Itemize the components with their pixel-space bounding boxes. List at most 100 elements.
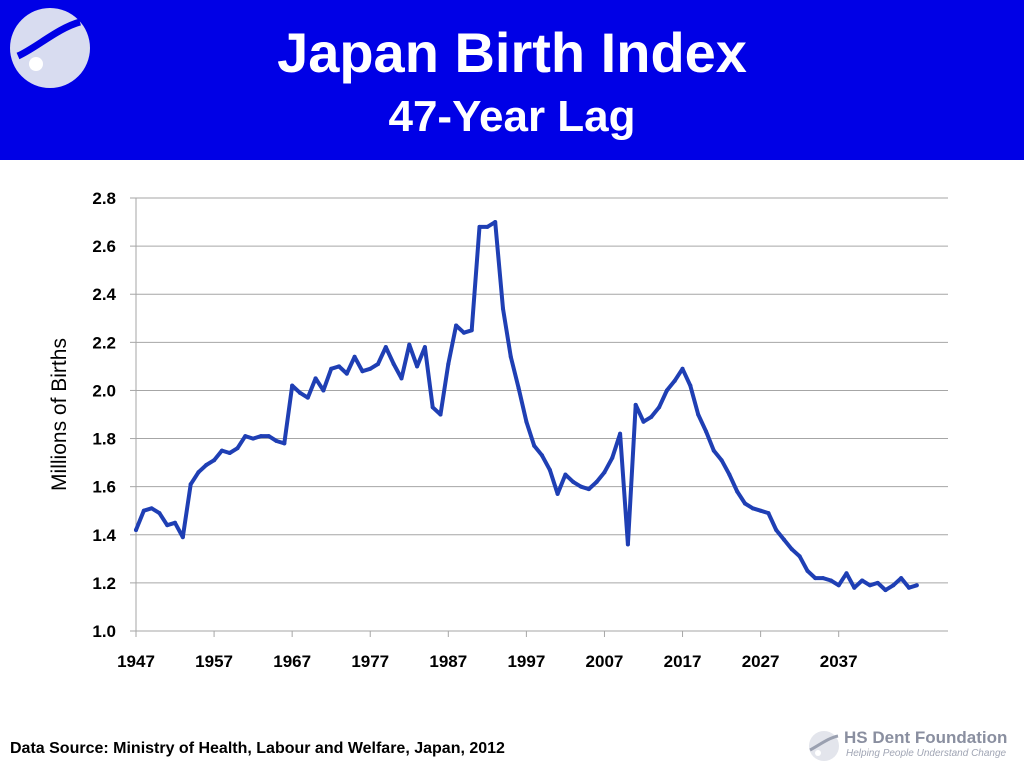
data-point: [204, 463, 209, 468]
data-point: [477, 224, 482, 229]
data-point: [813, 576, 818, 581]
data-point: [727, 472, 732, 477]
data-point: [688, 383, 693, 388]
data-point: [469, 328, 474, 333]
y-tick-label: 1.6: [92, 478, 116, 497]
page-subtitle: 47-Year Lag: [388, 92, 636, 141]
data-point: [454, 323, 459, 328]
y-tick-label: 2.6: [92, 237, 116, 256]
foundation-logo-icon: [10, 8, 90, 88]
data-point: [696, 412, 701, 417]
data-point: [743, 501, 747, 506]
data-point: [782, 537, 787, 542]
data-point: [766, 511, 771, 516]
x-tick-label: 2027: [742, 652, 780, 671]
y-tick-label: 2.4: [92, 285, 116, 304]
data-point: [165, 523, 170, 528]
x-tick-label: 1987: [429, 652, 467, 671]
data-point: [758, 508, 763, 513]
data-point: [649, 414, 654, 419]
data-point: [352, 354, 357, 359]
data-point: [251, 436, 256, 441]
data-point: [266, 434, 271, 439]
header-banner: Japan Birth Index 47-Year Lag: [0, 0, 1024, 160]
data-point: [500, 306, 505, 311]
x-tick-label: 2037: [820, 652, 858, 671]
data-point: [797, 554, 802, 559]
data-point: [703, 429, 708, 434]
data-point: [563, 472, 568, 477]
y-tick-label: 1.2: [92, 574, 116, 593]
y-tick-label: 2.2: [92, 333, 116, 352]
x-tick-label: 1957: [195, 652, 233, 671]
data-point: [914, 583, 919, 588]
data-point: [446, 361, 451, 366]
data-point: [344, 371, 349, 376]
data-point: [664, 388, 669, 393]
data-point: [641, 419, 646, 424]
data-point: [657, 405, 662, 410]
data-point: [157, 511, 162, 516]
data-point: [297, 390, 302, 395]
hs-dent-logo-name: HS Dent Foundation: [844, 728, 1008, 747]
data-point: [399, 376, 404, 381]
data-point: [258, 434, 263, 439]
page-title: Japan Birth Index: [277, 21, 747, 84]
data-point: [867, 583, 872, 588]
data-point: [391, 361, 396, 366]
data-point: [883, 588, 888, 593]
data-point: [227, 450, 232, 455]
data-point: [461, 330, 466, 335]
data-point: [321, 388, 326, 393]
y-tick-labels: 1.0 1.2 1.4 1.6 1.8 2.0 2.2 2.4 2.6 2.8: [92, 189, 136, 641]
data-point: [516, 386, 521, 391]
data-point: [196, 470, 201, 475]
data-point: [571, 479, 576, 484]
data-point: [360, 369, 365, 374]
data-point: [493, 220, 498, 225]
data-point: [899, 576, 904, 581]
data-point: [376, 361, 381, 366]
x-tick-label: 1967: [273, 652, 311, 671]
hs-dent-logo: HS Dent Foundation Helping People Unders…: [806, 726, 1018, 766]
data-point: [383, 345, 388, 350]
data-point: [485, 224, 490, 229]
data-point: [844, 571, 849, 576]
data-point: [891, 583, 896, 588]
data-point: [508, 354, 513, 359]
hs-dent-logo-icon: [809, 731, 839, 761]
data-point: [555, 491, 560, 496]
data-point: [906, 585, 911, 590]
data-point: [625, 542, 630, 547]
data-point: [836, 583, 841, 588]
data-source-note: Data Source: Ministry of Health, Labour …: [10, 740, 505, 757]
data-point: [586, 487, 591, 492]
data-point: [329, 366, 334, 371]
data-point: [337, 364, 341, 369]
data-point: [540, 453, 544, 458]
data-point: [602, 470, 607, 475]
data-point: [735, 489, 740, 494]
data-point: [212, 458, 217, 463]
data-point: [235, 446, 240, 451]
x-tick-label: 2017: [664, 652, 702, 671]
data-point: [579, 484, 584, 489]
y-tick-label: 1.8: [92, 430, 116, 449]
y-axis-title: Millions of Births: [48, 338, 71, 491]
y-tick-label: 1.0: [92, 622, 116, 641]
data-point: [438, 412, 443, 417]
data-point: [290, 383, 295, 388]
data-point: [805, 568, 810, 573]
data-point: [430, 405, 435, 410]
x-tick-labels: 1947 1957 1967 1977 1987 1997 2007 2017 2027 2037: [117, 631, 858, 671]
data-point: [524, 419, 529, 424]
data-point: [711, 448, 716, 453]
data-point: [134, 527, 138, 532]
hs-dent-logo-tagline: Helping People Understand Change: [846, 748, 1007, 759]
birth-index-chart: 1.01.21.41.61.82.02.22.42.62.8 1947 1957 1…: [48, 189, 948, 671]
data-point: [532, 443, 537, 448]
y-tick-label: 2.0: [92, 381, 116, 400]
data-point: [875, 580, 880, 585]
x-tick-label: 1947: [117, 652, 155, 671]
data-point: [188, 482, 193, 487]
